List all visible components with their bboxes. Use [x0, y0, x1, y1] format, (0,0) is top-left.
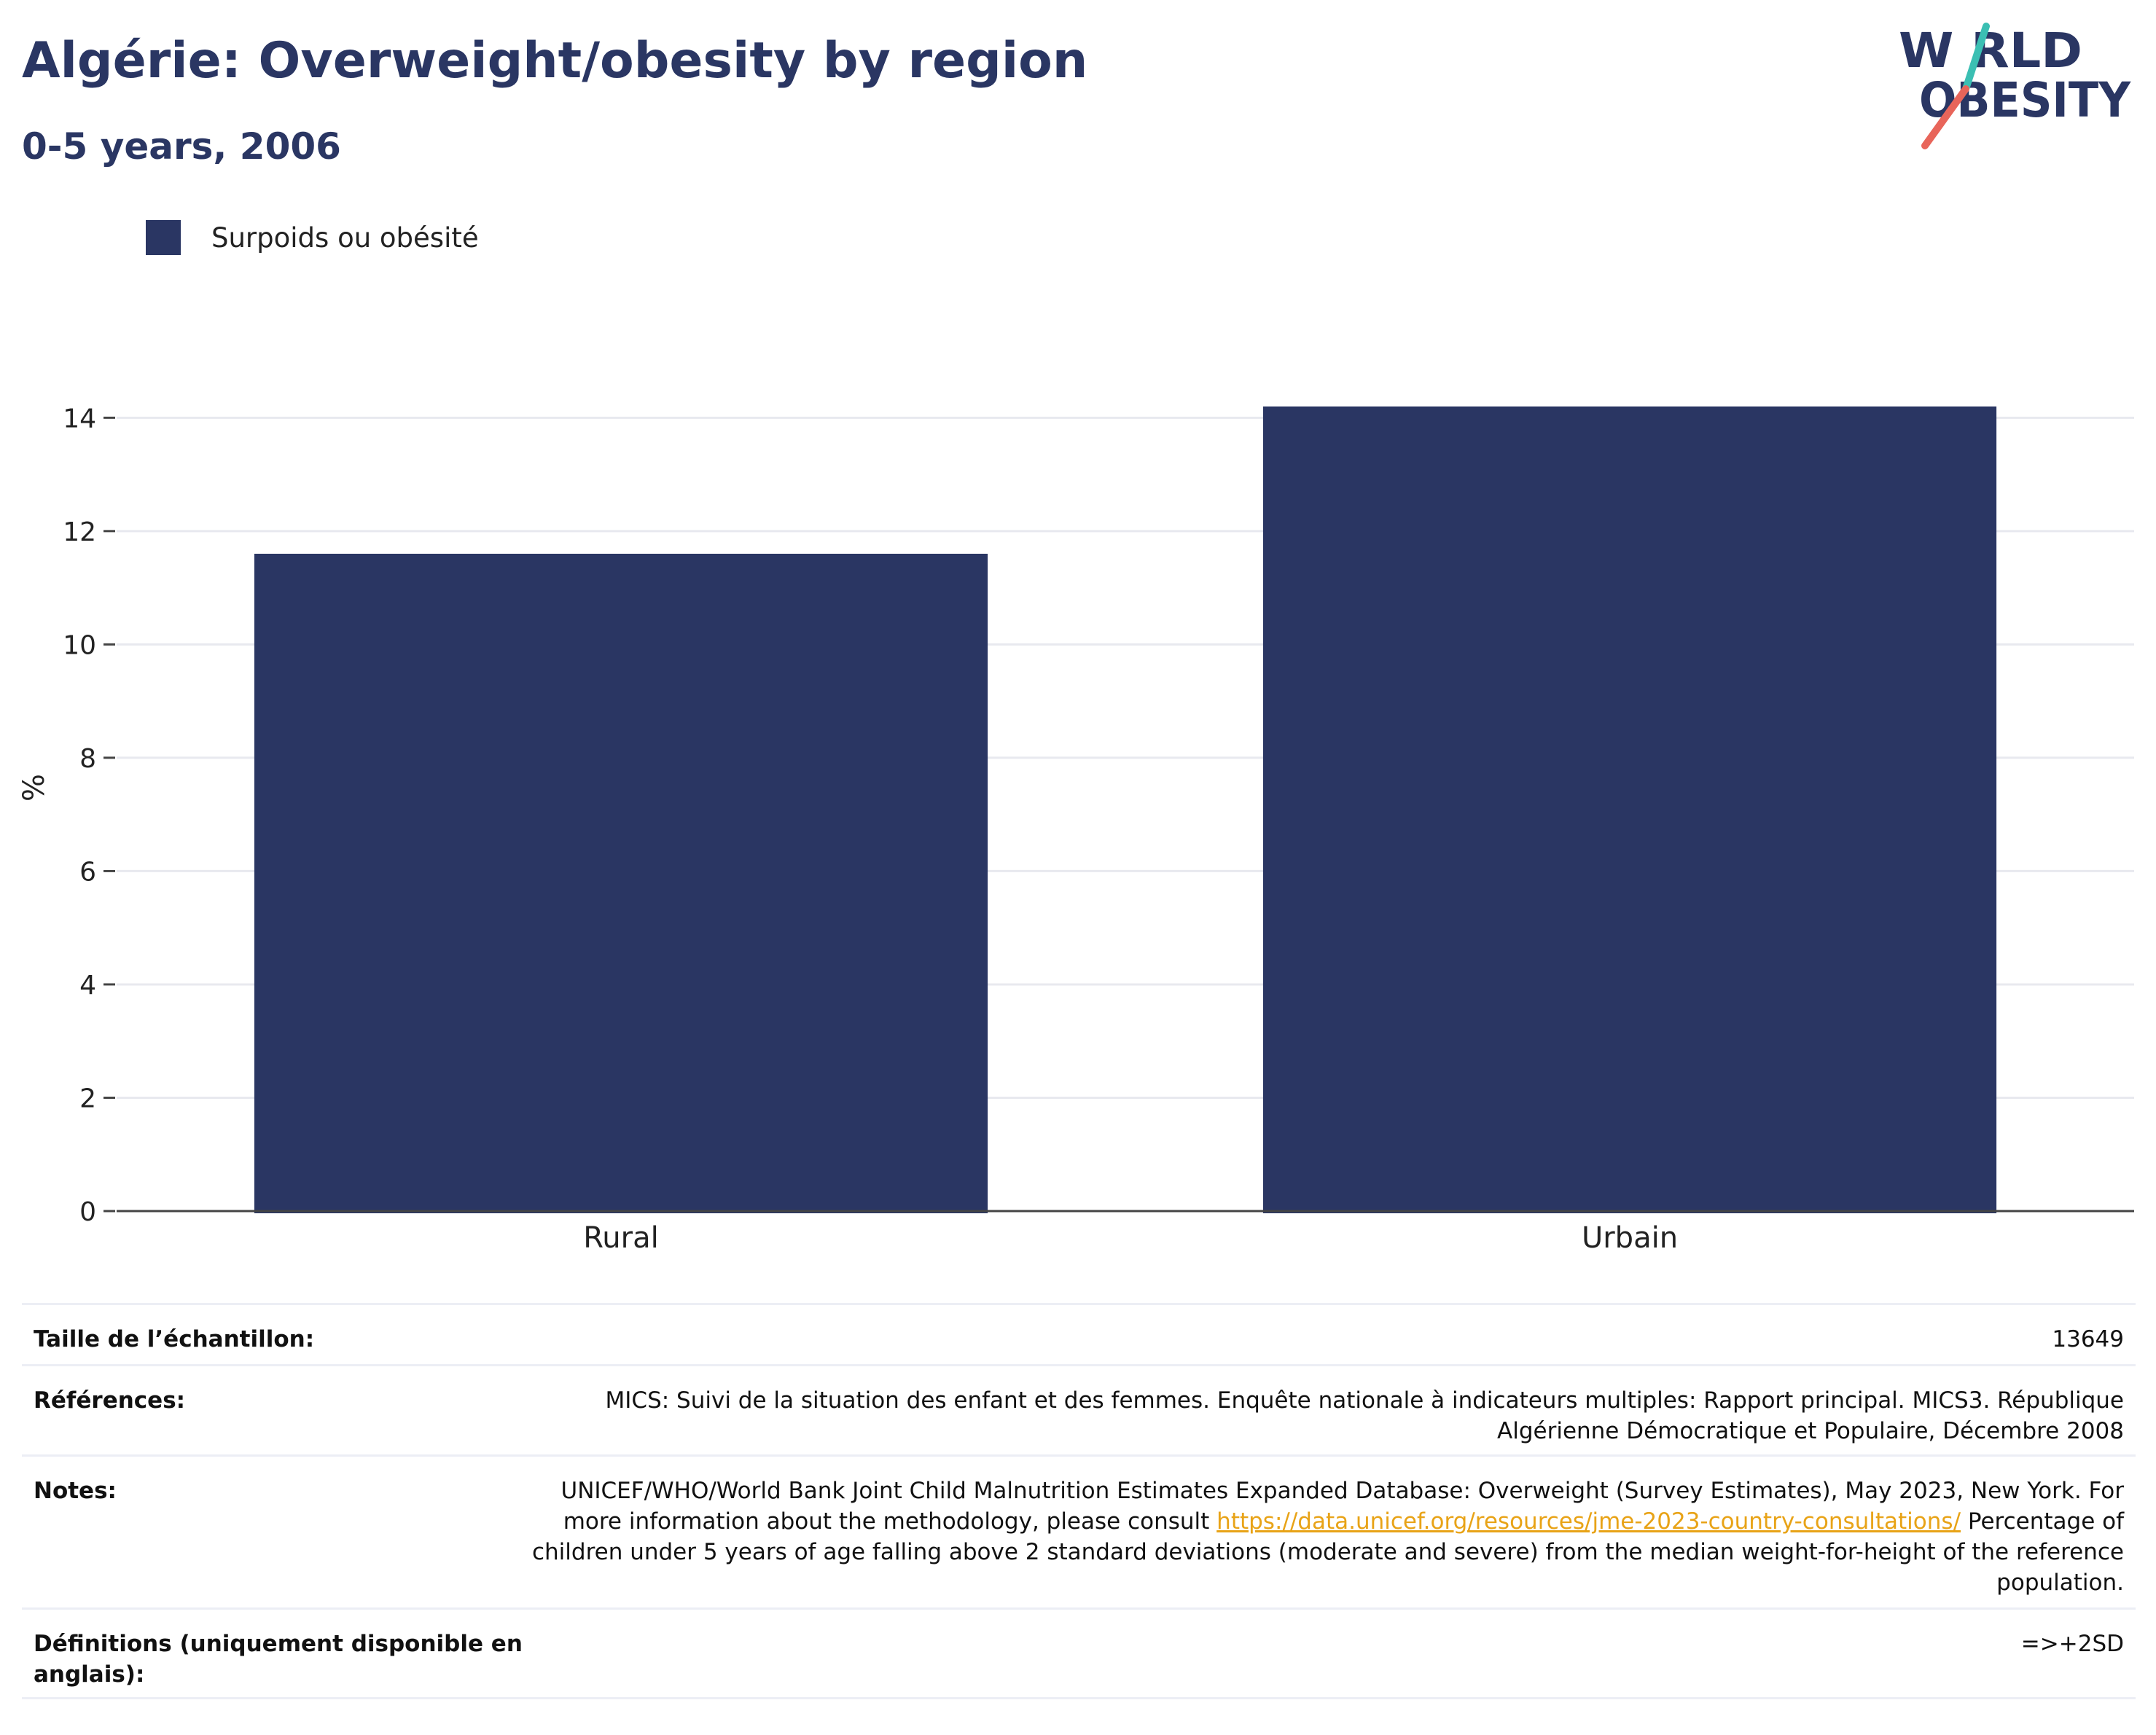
notes-label: Notes:: [34, 1478, 117, 1504]
bar-rural[interactable]: [254, 553, 988, 1213]
y-tick-label: 14: [63, 404, 96, 434]
logo-line-world: W RLD: [1899, 23, 2082, 79]
x-axis-labels: Rural Urbain: [583, 1221, 1678, 1255]
notes-text-before: UNICEF/WHO/World Bank Joint Child Malnut…: [561, 1478, 2125, 1535]
logo-slash-top: [1962, 23, 1990, 93]
definitions-label: Définitions (uniquement disponible en an…: [34, 1631, 523, 1688]
sample-size-row: Taille de l’échantillon: 13649: [22, 1303, 2136, 1364]
y-tick-label: 0: [79, 1197, 96, 1227]
x-tick-label: Urbain: [1582, 1221, 1678, 1255]
world-obesity-logo: W RLD OBESITY: [1899, 23, 2131, 149]
bar-chart: 0 2 4 6 8 10 12 14 Rural Urbain %: [17, 404, 2134, 1255]
y-axis-ticks: 0 2 4 6 8 10 12 14: [63, 404, 115, 1227]
chart-title: Algérie: Overweight/obesity by region: [22, 32, 1088, 90]
chart-legend: Surpoids ou obésité: [146, 220, 479, 255]
references-value: MICS: Suivi de la situation des enfant e…: [605, 1387, 2124, 1444]
legend-label: Surpoids ou obésité: [211, 222, 479, 254]
definitions-row: Définitions (uniquement disponible en an…: [22, 1607, 2136, 1699]
sample-size-value: 13649: [2052, 1326, 2124, 1352]
references-row: Références: MICS: Suivi de la situation …: [22, 1364, 2136, 1454]
notes-value: UNICEF/WHO/World Bank Joint Child Malnut…: [529, 1476, 2124, 1598]
bars: [254, 406, 1997, 1213]
metadata-table: Taille de l’échantillon: 13649 Référence…: [22, 1303, 2136, 1699]
definitions-value: =>+2SD: [2020, 1631, 2124, 1657]
y-tick-label: 12: [63, 517, 96, 547]
logo-slash-bottom: [1921, 85, 1969, 149]
legend-swatch: [146, 220, 181, 255]
y-tick-label: 8: [79, 744, 96, 774]
y-tick-label: 10: [63, 630, 96, 660]
y-tick-label: 2: [79, 1084, 96, 1113]
bar-urbain[interactable]: [1262, 406, 1997, 1213]
x-tick-label: Rural: [583, 1221, 658, 1255]
notes-methodology-link[interactable]: https://data.unicef.org/resources/jme-20…: [1216, 1508, 1961, 1535]
references-label: Références:: [34, 1387, 186, 1414]
y-axis-label: %: [17, 774, 51, 802]
y-tick-label: 6: [79, 857, 96, 887]
notes-row: Notes: UNICEF/WHO/World Bank Joint Child…: [22, 1454, 2136, 1607]
y-tick-label: 4: [79, 971, 96, 1000]
notes-text-after: Percentage of children under 5 years of …: [531, 1508, 2124, 1596]
chart-subtitle: 0-5 years, 2006: [22, 125, 341, 168]
sample-size-label: Taille de l’échantillon:: [34, 1326, 315, 1352]
